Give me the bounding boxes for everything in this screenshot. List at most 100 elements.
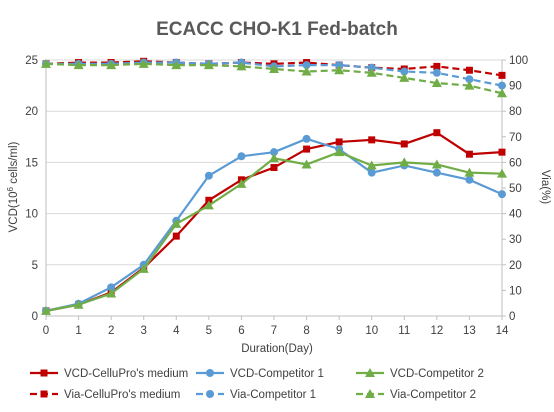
data-point (302, 61, 311, 70)
legend-item: Via-Competitor 1 (196, 389, 316, 401)
data-point (171, 60, 182, 70)
y-left-label-main: VCD(10 (8, 191, 20, 232)
data-point (237, 152, 246, 161)
y-right-tick-label: 50 (509, 183, 522, 195)
x-tick-label: 12 (430, 325, 443, 337)
data-point (367, 63, 376, 72)
data-point (236, 178, 247, 188)
data-point (270, 148, 278, 157)
y-left-tick-label: 20 (25, 106, 38, 118)
data-point (400, 67, 409, 76)
data-point (497, 168, 507, 178)
data-point (368, 136, 376, 144)
data-point (236, 61, 247, 71)
data-point (303, 145, 311, 153)
y-right-tick-label: 90 (509, 81, 522, 93)
y-left-tick-label: 10 (25, 209, 38, 221)
data-point (366, 160, 377, 170)
data-point (498, 190, 506, 199)
data-point (204, 171, 213, 180)
data-point (431, 78, 442, 88)
y-left-label-tail: cells/ml) (8, 141, 20, 187)
y-left-axis-label: VCD(106 cells/ml) (6, 141, 21, 232)
x-tick-label: 5 (206, 325, 212, 337)
x-tick-label: 10 (365, 325, 378, 337)
legend-marker (206, 369, 214, 377)
legend-marker (365, 389, 375, 398)
legend-marker (206, 390, 214, 398)
data-point (498, 148, 506, 156)
data-point (498, 71, 506, 79)
y-right-tick-label: 60 (509, 157, 522, 169)
legend-marker (40, 369, 48, 377)
axes (45, 60, 503, 317)
series-line (46, 61, 503, 87)
x-tick-label: 0 (43, 325, 49, 337)
x-tick-label: 13 (463, 325, 476, 337)
x-tick-label: 8 (303, 325, 309, 337)
x-tick-label: 14 (496, 325, 509, 337)
y-right-tick-label: 0 (509, 311, 515, 323)
data-point (171, 218, 182, 228)
data-point (138, 263, 149, 273)
data-point (73, 60, 84, 70)
legend-label: Via-CelluPro's medium (64, 389, 180, 401)
legend-item: Via-Competitor 2 (356, 389, 476, 401)
y-right-tick-label: 80 (509, 106, 522, 118)
y-left-label-sup: 6 (6, 186, 15, 191)
x-tick-label: 11 (398, 325, 410, 337)
x-axis-label: Duration(Day) (241, 343, 313, 355)
legend-label: Via-Competitor 2 (390, 389, 476, 401)
x-tick-label: 7 (271, 325, 277, 337)
data-point (431, 159, 442, 169)
x-tick-label: 3 (141, 325, 147, 337)
y-right-tick-label: 70 (509, 132, 522, 144)
data-point (302, 134, 311, 143)
data-point (497, 88, 507, 98)
legend-item: VCD-CelluPro's medium (30, 368, 188, 380)
data-point (464, 167, 475, 177)
series-2 (41, 147, 507, 315)
data-point (203, 200, 214, 210)
data-point (399, 157, 410, 167)
data-point (106, 288, 117, 298)
data-point (465, 175, 474, 184)
data-point (269, 153, 279, 163)
data-point (203, 60, 214, 70)
data-point (107, 283, 116, 292)
series-group (41, 57, 507, 315)
data-point (366, 67, 377, 77)
legend-label: VCD-Competitor 2 (390, 368, 484, 380)
y-right-tick-label: 100 (509, 55, 528, 67)
data-point (367, 168, 376, 177)
series-line (45, 60, 503, 77)
data-point (335, 138, 343, 146)
data-point (269, 63, 279, 73)
data-point (335, 61, 344, 70)
y-right-axis-label: Via(%) (539, 170, 551, 204)
legend-label: VCD-CelluPro's medium (64, 368, 188, 380)
grid-lines (46, 59, 502, 317)
y-left-tick-label: 0 (32, 311, 38, 323)
x-tick-label: 2 (108, 325, 114, 337)
x-tick-label: 4 (173, 325, 180, 337)
x-tick-labels: 0 1 2 3 4 5 6 7 8 9 10 11 12 13 14 (43, 316, 509, 337)
y-left-tick-label: 25 (25, 55, 38, 67)
data-point (41, 305, 51, 315)
y-right-tick-label: 40 (509, 209, 522, 221)
data-point (465, 75, 474, 84)
legend-marker (40, 390, 48, 398)
legend: VCD-CelluPro's medium VCD-Competitor 1 VCD… (30, 368, 484, 401)
data-point (432, 168, 441, 177)
y-left-tick-label: 15 (25, 157, 38, 169)
data-point (498, 81, 506, 90)
data-point (172, 232, 180, 240)
data-point (270, 164, 278, 172)
series-5 (41, 58, 507, 98)
data-point (399, 72, 410, 82)
data-point (433, 129, 441, 137)
y-right-tick-label: 10 (509, 285, 522, 297)
x-tick-label: 9 (336, 325, 342, 337)
legend-label: Via-Competitor 1 (230, 389, 316, 401)
